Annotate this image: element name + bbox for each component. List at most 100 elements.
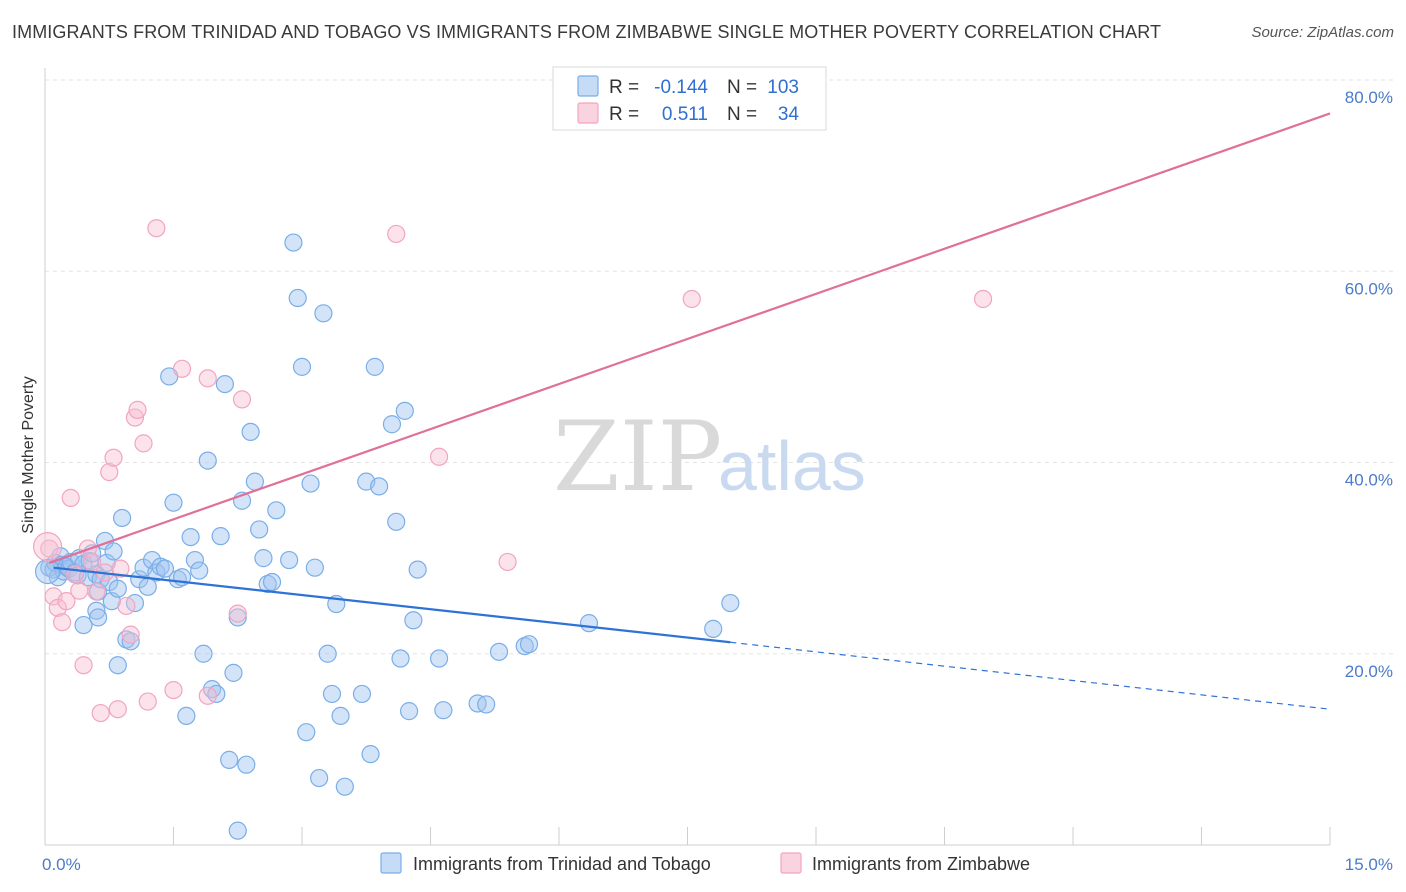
trinidad-point-100 xyxy=(519,635,539,654)
zimbabwe-point-21 xyxy=(128,400,147,420)
trinidad-point-66 xyxy=(267,501,286,520)
zimbabwe-point-31 xyxy=(387,224,406,244)
stats-n-label-2: N = xyxy=(727,104,757,125)
stats-swatch-pink xyxy=(577,102,599,124)
trinidad-point-53 xyxy=(211,527,230,546)
zimbabwe-point-12 xyxy=(91,703,110,723)
stats-n-value-2: 34 xyxy=(778,104,800,125)
zimbabwe-point-18 xyxy=(117,596,136,616)
trinidad-point-81 xyxy=(335,777,354,796)
zimbabwe-point-23 xyxy=(138,692,157,711)
zimbabwe-point-32 xyxy=(429,447,449,466)
watermark-zip: ZIP xyxy=(553,401,722,513)
watermark-atlas: atlas xyxy=(718,427,866,505)
trinidad-point-71 xyxy=(292,357,312,376)
y-axis-label: Single Mother Poverty xyxy=(20,376,37,533)
trinidad-point-33 xyxy=(108,656,127,675)
trinidad-point-97 xyxy=(477,695,496,714)
trinidad-point-49 xyxy=(194,644,213,663)
zimbabwe-point-35 xyxy=(973,289,993,309)
stats-n-value-1: 103 xyxy=(767,77,799,98)
series-trinidad-points xyxy=(34,233,740,840)
y-tick-label-3: 80.0% xyxy=(1345,88,1393,107)
trinidad-point-50 xyxy=(198,451,217,470)
stats-r-value-2: 0.511 xyxy=(662,104,708,125)
trinidad-point-30 xyxy=(74,615,93,635)
trinidad-point-89 xyxy=(391,649,410,668)
y-tick-label-2: 60.0% xyxy=(1345,279,1393,298)
trinidad-point-32 xyxy=(89,608,108,627)
trinidad-point-94 xyxy=(429,649,449,668)
trinidad-point-28 xyxy=(121,632,140,651)
trinidad-point-82 xyxy=(352,684,372,704)
trinidad-point-46 xyxy=(181,527,200,547)
zimbabwe-point-0 xyxy=(40,539,59,558)
trinidad-point-25 xyxy=(108,579,127,598)
zimbabwe-point-7 xyxy=(70,581,89,600)
legend-swatch-trinidad xyxy=(380,852,402,874)
grid-lines xyxy=(45,79,1393,655)
trinidad-point-76 xyxy=(314,304,333,323)
legend-swatch-zimbabwe xyxy=(780,852,802,874)
trinidad-point-56 xyxy=(224,663,243,682)
trinidad-point-large xyxy=(34,558,61,585)
trinidad-point-95 xyxy=(434,701,453,720)
zimbabwe-point-large xyxy=(32,532,63,562)
trinidad-point-87 xyxy=(382,415,402,434)
trinidad-point-67 xyxy=(228,821,247,840)
trinidad-point-80 xyxy=(331,706,350,726)
zimbabwe-point-27 xyxy=(198,686,217,705)
trinidad-point-47 xyxy=(185,550,205,570)
zimbabwe-point-8 xyxy=(74,656,93,675)
trinidad-point-103 xyxy=(721,593,740,613)
series-zimbabwe-points xyxy=(32,219,993,723)
zimbabwe-point-15 xyxy=(104,448,123,467)
trinidad-point-60 xyxy=(241,422,260,441)
zimbabwe-point-22 xyxy=(134,434,153,453)
trinidad-point-65 xyxy=(262,572,282,592)
trinidad-point-68 xyxy=(280,550,299,570)
trinidad-point-72 xyxy=(297,723,316,742)
zimbabwe-point-3 xyxy=(53,613,72,632)
x-tick-min: 0.0% xyxy=(42,855,81,874)
trinidad-point-70 xyxy=(288,288,307,308)
zimbabwe-trend-line xyxy=(48,112,1331,564)
zimbabwe-point-25 xyxy=(164,680,183,700)
trinidad-point-59 xyxy=(237,755,256,774)
stats-n-label-1: N = xyxy=(727,77,757,98)
zimbabwe-point-17 xyxy=(111,559,130,578)
zimbabwe-point-30 xyxy=(232,390,252,409)
trinidad-point-45 xyxy=(177,706,196,726)
stats-swatch-blue xyxy=(577,75,599,97)
trinidad-trend-line xyxy=(53,566,731,644)
trinidad-point-91 xyxy=(399,702,419,721)
source-credit: Source: ZipAtlas.com xyxy=(1251,24,1394,41)
zimbabwe-point-34 xyxy=(682,289,701,309)
trinidad-point-77 xyxy=(318,644,337,663)
stats-legend: R = -0.144 N = 103 R = 0.511 N = 34 xyxy=(552,66,827,131)
zimbabwe-point-4 xyxy=(57,592,76,611)
y-tick-label-0: 20.0% xyxy=(1345,662,1393,681)
zimbabwe-point-16 xyxy=(108,700,127,719)
trinidad-point-88 xyxy=(387,512,406,531)
stats-r-label-1: R = xyxy=(609,77,639,98)
x-tick-max: 15.0% xyxy=(1345,855,1393,874)
trinidad-point-24 xyxy=(104,542,123,561)
stats-r-label-2: R = xyxy=(609,104,639,125)
trinidad-point-54 xyxy=(215,374,234,394)
trinidad-point-73 xyxy=(301,474,320,493)
zimbabwe-point-26 xyxy=(172,359,192,378)
trinidad-point-84 xyxy=(361,745,380,764)
zimbabwe-point-5 xyxy=(61,488,80,507)
trinidad-point-75 xyxy=(310,768,329,788)
zimbabwe-point-14 xyxy=(100,462,119,482)
trinidad-point-55 xyxy=(220,750,239,769)
trinidad-point-31 xyxy=(87,601,106,620)
zimbabwe-point-29 xyxy=(228,604,247,623)
trinidad-point-98 xyxy=(489,642,509,661)
zimbabwe-point-24 xyxy=(147,219,166,238)
trinidad-point-74 xyxy=(305,558,324,577)
trend-lines xyxy=(48,112,1331,710)
y-tick-label-1: 40.0% xyxy=(1345,471,1393,490)
trinidad-point-78 xyxy=(322,684,342,704)
